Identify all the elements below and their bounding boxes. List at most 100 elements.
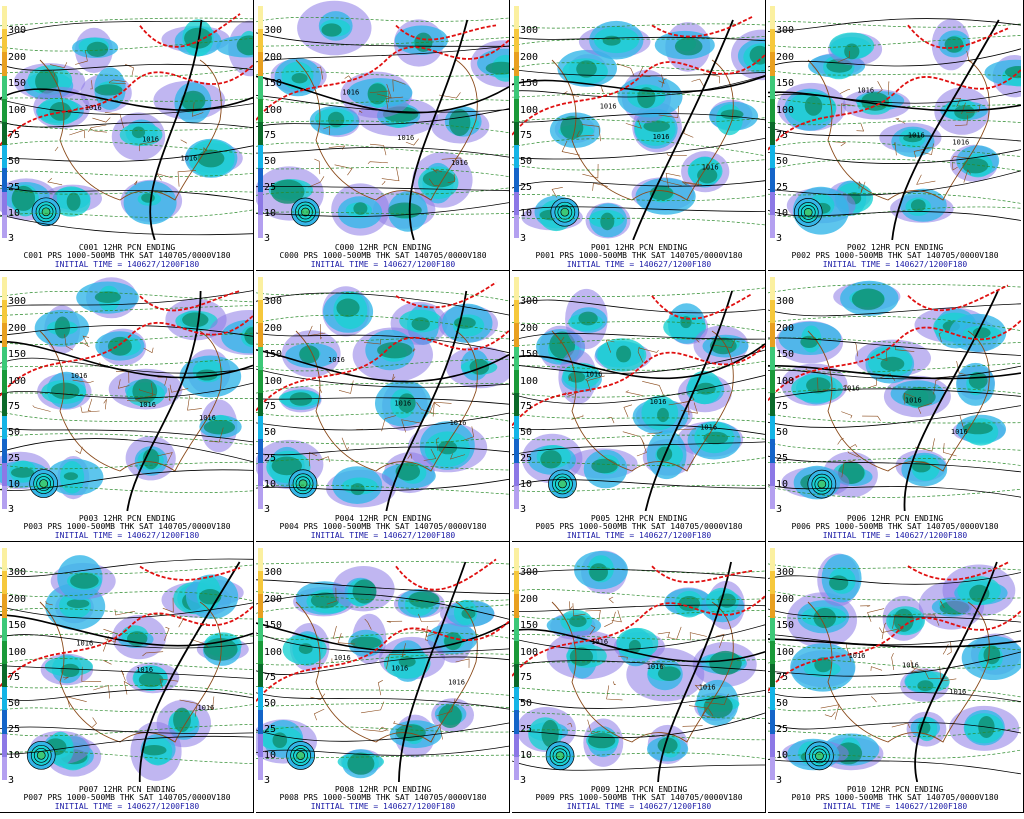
political-borders <box>807 50 990 201</box>
colorbar-segment <box>258 617 263 641</box>
precip-area <box>347 752 375 775</box>
precip-area <box>449 109 471 136</box>
colorbar-tick-label: 150 <box>264 78 283 89</box>
isobar-labels: 1016 1016 1016 <box>586 370 718 431</box>
isobar-labels: 1016 1016 1016 <box>328 356 466 427</box>
colorbar-segment <box>2 416 7 440</box>
precip-area <box>321 23 342 37</box>
colorbar-tick-label: 3 <box>776 504 783 515</box>
isobar-label: 1016 <box>902 661 919 669</box>
precip-area <box>395 462 420 481</box>
precip-area <box>350 483 365 496</box>
colorbar-segment <box>770 640 775 664</box>
precip-area <box>352 579 377 604</box>
colorbar-tick-label: 75 <box>264 401 277 412</box>
colorbar-segment <box>770 462 775 486</box>
colorbar-tick-label: 150 <box>776 78 795 89</box>
colorbar-segment <box>770 369 775 393</box>
precip-area <box>657 737 678 754</box>
thickness-540-line <box>768 561 1021 692</box>
colorbar-segment <box>514 191 519 215</box>
colorbar-tick-label: 50 <box>520 698 533 709</box>
colorbar-segment <box>770 392 775 417</box>
colorbar-segment <box>258 121 263 146</box>
ensemble-panel-p007: 1016 1016 1016 300 200 150 100 75 50 25 10 3 P007 12… <box>0 542 254 813</box>
forecast-map: 1016 1016 1016 <box>768 18 1021 240</box>
colorbar-segment <box>2 145 7 169</box>
isobar-label: 1016 <box>700 424 717 432</box>
precip-colorbar <box>770 548 775 780</box>
colorbar-segment <box>258 687 263 711</box>
ensemble-panel-p002: 1016 1016 1016 300 200 150 100 75 50 25 10 3 P002 12… <box>768 0 1024 271</box>
isobar-label: 1016 <box>394 399 411 407</box>
colorbar-tick-label: 200 <box>8 594 27 605</box>
colorbar-tick-label: 200 <box>520 52 539 63</box>
colorbar-segment <box>514 733 519 757</box>
colorbar-segment <box>258 346 263 370</box>
colorbar-tick-label: 50 <box>776 698 789 709</box>
thickness-540-line <box>256 281 509 412</box>
colorbar-segment <box>2 687 7 711</box>
colorbar-segment <box>514 571 519 595</box>
precip-colorbar <box>2 6 7 238</box>
colorbar-tick-label: 25 <box>8 724 21 735</box>
tropical-cyclone <box>805 741 834 771</box>
pressure-contours <box>256 290 509 511</box>
precip-area <box>917 680 934 692</box>
colorbar-tick-label: 75 <box>264 130 277 141</box>
precip-area <box>549 331 576 359</box>
colorbar-tick-label: 75 <box>776 130 789 141</box>
colorbar-segment <box>258 416 263 440</box>
precip-area <box>749 45 765 65</box>
colorbar-segment <box>258 710 263 734</box>
colorbar-segment <box>770 548 775 572</box>
precip-colorbar <box>258 6 263 238</box>
panel-caption-thk: P009 PRS 1000-500MB THK SAT 140705/0000V… <box>535 793 743 802</box>
colorbar-tick-label: 10 <box>264 208 277 219</box>
precip-colorbar <box>770 277 775 509</box>
colorbar-tick-label: 150 <box>776 620 795 631</box>
colorbar-segment <box>258 145 263 169</box>
colorbar-segment <box>770 485 775 509</box>
panel-caption-thk: P003 PRS 1000-500MB THK SAT 140705/0000V… <box>23 522 231 531</box>
colorbar-tick-label: 25 <box>776 453 789 464</box>
colorbar-tick-label: 3 <box>520 504 527 515</box>
colorbar-segment <box>770 571 775 595</box>
isobar-label: 1016 <box>702 164 719 172</box>
precip-area <box>569 615 587 628</box>
precip-shading <box>256 0 509 236</box>
precip-area <box>851 288 885 310</box>
colorbar-ticks: 300 200 150 100 75 50 25 10 3 <box>520 0 550 244</box>
political-borders <box>805 330 990 478</box>
colorbar-tick-label: 300 <box>8 296 27 307</box>
precip-area <box>578 311 598 326</box>
ensemble-panel-c001: 1016 1016 1016 300 200 150 100 75 50 25 10 3 C001 12… <box>0 0 254 271</box>
colorbar-tick-label: 150 <box>8 349 27 360</box>
precip-area <box>203 420 236 435</box>
colorbar-segment <box>514 168 519 192</box>
isobar-labels: 1016 1016 1016 <box>843 385 968 437</box>
colorbar-tick-label: 25 <box>8 182 21 193</box>
colorbar-segment <box>258 392 263 417</box>
isobar-label: 1016 <box>647 663 664 671</box>
thickness-dashed-contours <box>256 16 509 215</box>
colorbar-tick-label: 75 <box>8 401 21 412</box>
colorbar-tick-label: 100 <box>264 105 283 116</box>
precip-area <box>395 724 426 742</box>
colorbar-tick-label: 150 <box>8 620 27 631</box>
precip-area <box>236 35 253 56</box>
precip-area <box>804 95 823 116</box>
colorbar-tick-label: 25 <box>520 453 533 464</box>
precip-area <box>63 472 78 481</box>
colorbar-segment <box>770 121 775 146</box>
panel-caption-pcn: C000 12HR PCN ENDING <box>334 243 432 252</box>
colorbar-tick-label: 50 <box>520 427 533 438</box>
colorbar-tick-label: 10 <box>520 479 533 490</box>
precip-area <box>678 596 701 612</box>
panel-caption-pcn: P010 12HR PCN ENDING <box>846 785 944 794</box>
panel-caption-pcn: P005 12HR PCN ENDING <box>590 514 688 523</box>
precip-shading <box>256 566 495 779</box>
isobar-labels: 1016 1016 1016 <box>849 652 967 696</box>
ensemble-panel-p001: 1016 1016 1016 300 200 150 100 75 50 25 10 3 P001 12… <box>512 0 766 271</box>
